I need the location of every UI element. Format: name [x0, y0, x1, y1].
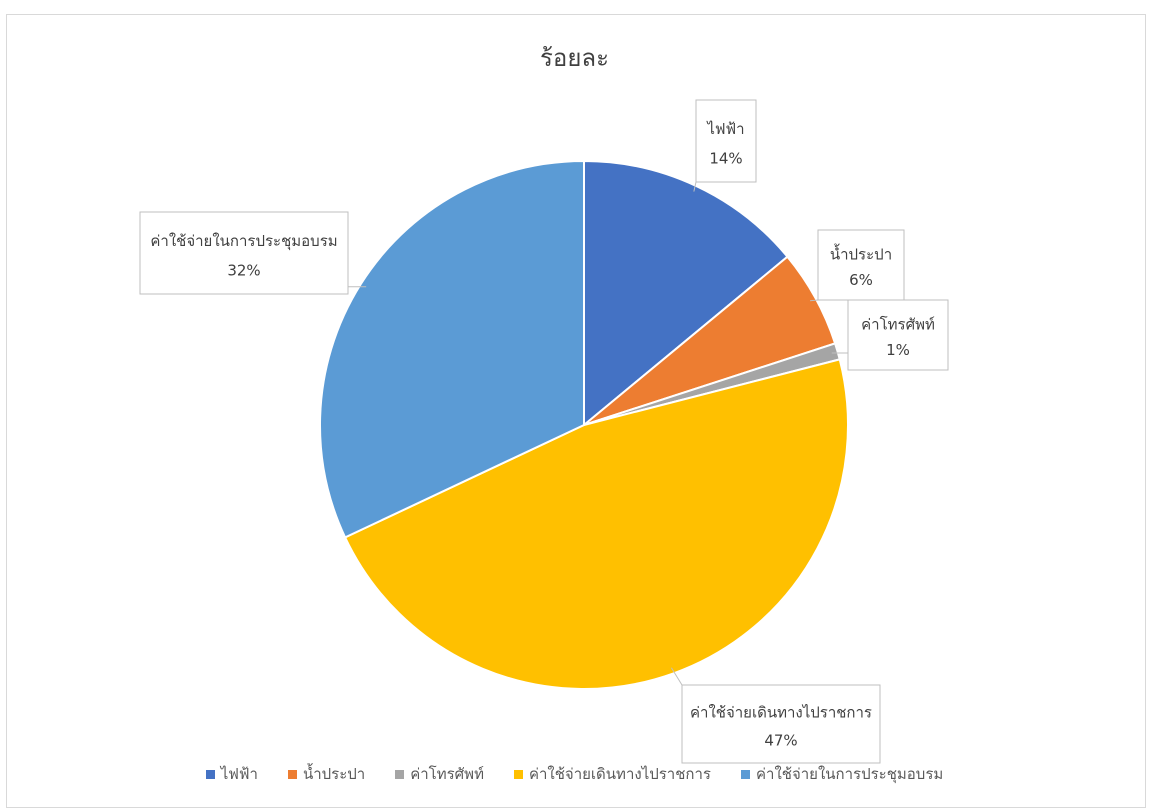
- data-label-category-2: น้ำประปา: [830, 244, 892, 264]
- data-label-category-1: ไฟฟ้า: [706, 120, 744, 138]
- data-label-value-3: 1%: [886, 341, 910, 359]
- leader-line-1: [693, 181, 697, 192]
- data-label-category-3: ค่าโทรศัพท์: [861, 316, 935, 334]
- legend-label-5: ค่าใช้จ่ายในการประชุมอบรม: [755, 765, 944, 783]
- data-label-value-1: 14%: [709, 150, 742, 168]
- legend-swatch-5: [740, 769, 750, 779]
- legend-label-1: ไฟฟ้า: [220, 765, 258, 783]
- data-label-box-4: [681, 684, 881, 764]
- data-label-value-4: 47%: [764, 732, 797, 750]
- legend-item-3: ค่าโทรศัพท์: [395, 762, 484, 786]
- pie-slice-4: [343, 358, 849, 690]
- legend-item-2: น้ำประปา: [287, 762, 366, 786]
- legend-swatch-4: [513, 769, 523, 779]
- data-label-box-1: [695, 99, 757, 183]
- legend-label-4: ค่าใช้จ่ายเดินทางไปราชการ: [528, 765, 711, 783]
- legend: ไฟฟ้า น้ำประปา ค่าโทรศัพท์ ค่าใช้จ่ายเดินทา…: [0, 762, 1149, 786]
- pie-slice-1: [583, 159, 789, 428]
- data-label-category-4: ค่าใช้จ่ายเดินทางไปราชการ: [690, 704, 872, 722]
- legend-label-3: ค่าโทรศัพท์: [410, 765, 484, 783]
- data-label-box-5: [139, 211, 349, 295]
- leader-line-4: [670, 667, 683, 686]
- pie-slice-5: [319, 159, 585, 539]
- legend-item-5: ค่าใช้จ่ายในการประชุมอบรม: [740, 762, 944, 786]
- legend-item-1: ไฟฟ้า: [205, 762, 258, 786]
- data-label-box-2: [817, 229, 905, 301]
- data-label-category-5: ค่าใช้จ่ายในการประชุมอบรม: [150, 232, 337, 251]
- leader-line-2: [810, 299, 819, 302]
- legend-swatch-1: [205, 769, 215, 779]
- legend-swatch-3: [395, 769, 405, 779]
- data-label-callouts: ไฟฟ้า 14% น้ำประปา 6% ค่าโทรศัพท์ 1% ค่าใช้จ่า…: [139, 99, 949, 764]
- legend-swatch-2: [287, 769, 297, 779]
- legend-item-4: ค่าใช้จ่ายเดินทางไปราชการ: [513, 762, 711, 786]
- data-label-value-2: 6%: [849, 271, 873, 289]
- legend-label-2: น้ำประปา: [302, 765, 366, 783]
- chart-title: ร้อยละ: [540, 44, 609, 72]
- pie-slices: [319, 159, 849, 690]
- data-label-box-3: [847, 299, 949, 371]
- data-label-value-5: 32%: [227, 262, 260, 280]
